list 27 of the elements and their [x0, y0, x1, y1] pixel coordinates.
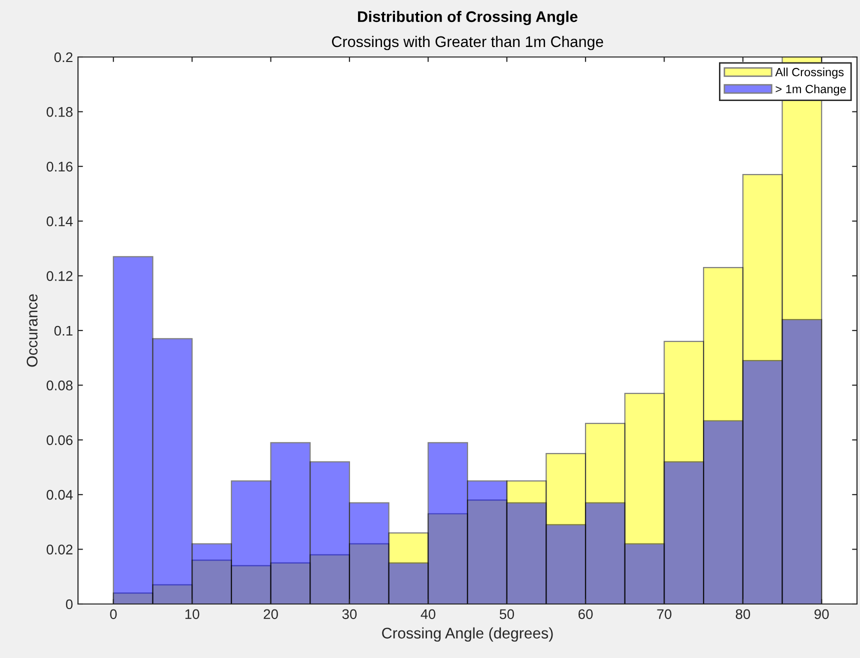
x-tick-label: 80: [736, 609, 750, 620]
legend-label: > 1m Change: [776, 84, 846, 96]
y-tick-label: 0.04: [46, 490, 73, 500]
y-axis-title: Occurance: [26, 294, 38, 367]
legend-label: All Crossings: [775, 68, 844, 79]
y-tick-label: 0.2: [54, 52, 72, 62]
x-tick-label: 30: [342, 609, 357, 620]
x-tick-label: 0: [110, 609, 117, 620]
x-tick-label: 90: [814, 609, 829, 620]
x-tick-label: 10: [185, 609, 200, 620]
y-tick-label: 0.08: [46, 380, 73, 390]
x-tick-label: 20: [264, 609, 278, 620]
y-tick-label: 0.12: [46, 271, 72, 281]
chart-subtitle: Crossings with Greater than 1m Change: [332, 36, 604, 50]
x-tick-label: 50: [500, 609, 514, 620]
y-tick-label: 0.16: [46, 162, 73, 172]
y-tick-label: 0: [66, 599, 73, 610]
x-tick-label: 40: [420, 609, 436, 620]
y-tick-label: 0.14: [46, 216, 73, 226]
x-tick-label: 70: [657, 609, 672, 620]
y-tick-label: 0.06: [46, 435, 73, 446]
x-axis-title: Crossing Angle (degrees): [382, 627, 553, 642]
x-tick-label: 60: [578, 609, 593, 620]
y-tick-label: 0.02: [46, 544, 72, 554]
chart-title: Distribution of Crossing Angle: [358, 10, 578, 26]
y-tick-label: 0.18: [46, 107, 73, 117]
y-tick-label: 0.1: [54, 326, 72, 336]
